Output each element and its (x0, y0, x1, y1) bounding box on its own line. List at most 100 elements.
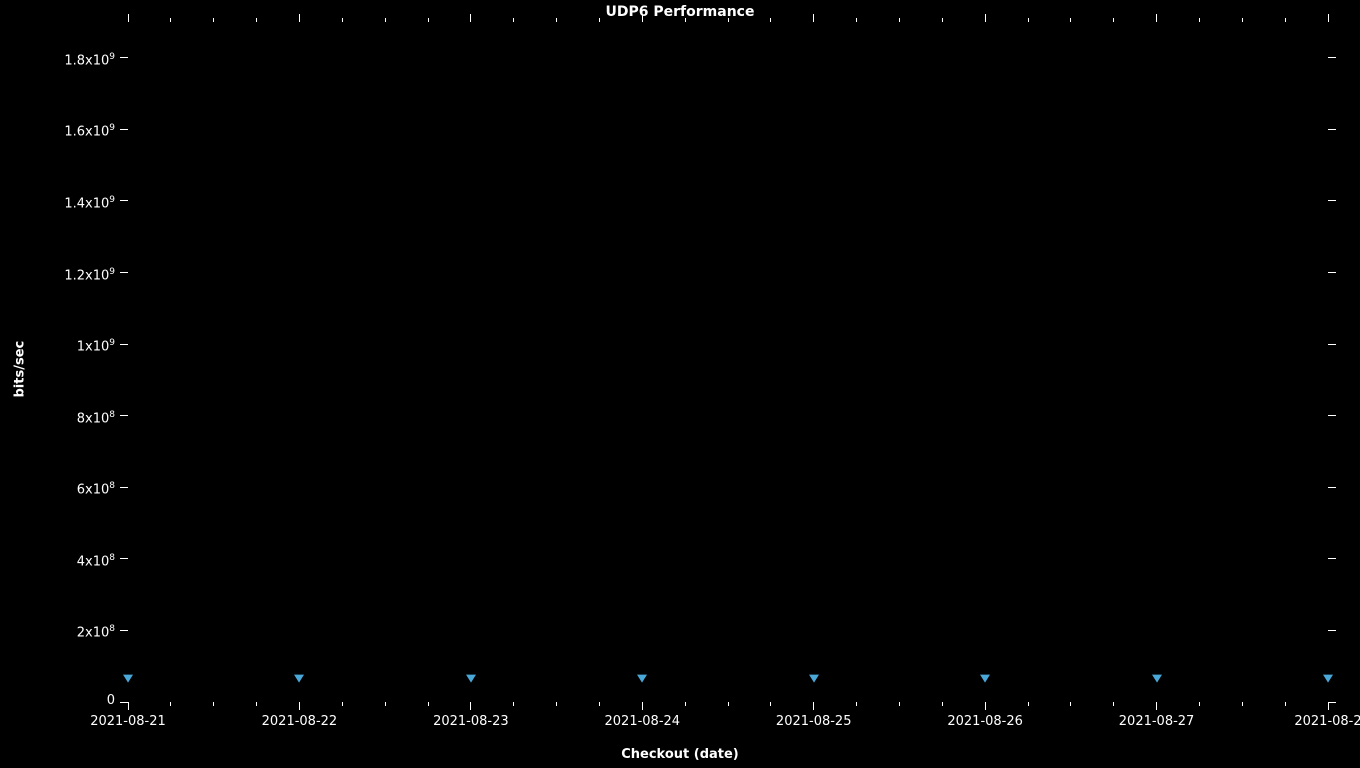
x-minor-tick-top (899, 18, 900, 22)
data-point-marker (466, 675, 476, 683)
x-minor-tick (428, 702, 429, 706)
x-minor-tick (1199, 702, 1200, 706)
x-tick-mark (813, 702, 814, 710)
y-tick-label: 1.4x109 (25, 193, 115, 211)
data-point-marker (980, 675, 990, 683)
x-tick-mark-top (813, 14, 814, 22)
x-minor-tick-top (556, 18, 557, 22)
data-point-marker (1152, 675, 1162, 683)
x-minor-tick (770, 702, 771, 706)
y-tick-label: 6x108 (25, 479, 115, 497)
x-minor-tick-top (770, 18, 771, 22)
y-tick-mark (120, 129, 128, 130)
y-tick-label: 2x108 (25, 622, 115, 640)
data-point-marker (809, 675, 819, 683)
y-tick-mark-right (1328, 415, 1336, 416)
x-tick-mark (1156, 702, 1157, 710)
y-tick-mark (120, 487, 128, 488)
x-tick-mark (128, 702, 129, 710)
y-tick-label: 1.6x109 (25, 121, 115, 139)
x-tick-label: 2021-08-2 (1294, 714, 1360, 729)
y-tick-mark-right (1328, 702, 1336, 703)
x-minor-tick-top (728, 18, 729, 22)
x-minor-tick-top (385, 18, 386, 22)
x-minor-tick (1242, 702, 1243, 706)
x-minor-tick-top (256, 18, 257, 22)
y-tick-mark-right (1328, 272, 1336, 273)
x-minor-tick-top (685, 18, 686, 22)
data-point-marker (123, 675, 133, 683)
x-minor-tick-top (428, 18, 429, 22)
x-tick-mark (985, 702, 986, 710)
x-minor-tick (728, 702, 729, 706)
x-tick-mark (470, 702, 471, 710)
data-point-marker (294, 675, 304, 683)
x-tick-label: 2021-08-26 (947, 714, 1023, 729)
y-tick-mark-right (1328, 344, 1336, 345)
y-tick-mark (120, 57, 128, 58)
y-tick-mark-right (1328, 558, 1336, 559)
x-tick-label: 2021-08-21 (90, 714, 166, 729)
y-tick-mark (120, 415, 128, 416)
y-tick-mark (120, 558, 128, 559)
x-minor-tick-top (1285, 18, 1286, 22)
x-tick-mark (299, 702, 300, 710)
y-tick-mark-right (1328, 630, 1336, 631)
y-axis-label: bits/sec (13, 378, 28, 398)
x-minor-tick (942, 702, 943, 706)
y-tick-mark (120, 630, 128, 631)
x-minor-tick (1113, 702, 1114, 706)
x-minor-tick-top (513, 18, 514, 22)
x-minor-tick (213, 702, 214, 706)
x-tick-label: 2021-08-24 (605, 714, 681, 729)
x-minor-tick (1028, 702, 1029, 706)
x-minor-tick (856, 702, 857, 706)
x-minor-tick (170, 702, 171, 706)
y-tick-mark (120, 344, 128, 345)
x-tick-label: 2021-08-27 (1119, 714, 1195, 729)
x-minor-tick-top (213, 18, 214, 22)
x-tick-mark-top (985, 14, 986, 22)
x-minor-tick-top (1028, 18, 1029, 22)
y-tick-label: 1.2x109 (25, 265, 115, 283)
x-minor-tick-top (1070, 18, 1071, 22)
x-tick-mark (642, 702, 643, 710)
x-minor-tick (599, 702, 600, 706)
y-tick-mark-right (1328, 487, 1336, 488)
x-tick-mark-top (1156, 14, 1157, 22)
data-point-marker (1323, 675, 1333, 683)
y-tick-label: 0 (25, 694, 115, 708)
y-tick-label: 4x108 (25, 551, 115, 569)
x-minor-tick-top (942, 18, 943, 22)
x-tick-mark-top (128, 14, 129, 22)
x-axis-label: Checkout (date) (0, 747, 1360, 762)
x-minor-tick (256, 702, 257, 706)
x-minor-tick (899, 702, 900, 706)
y-tick-mark-right (1328, 200, 1336, 201)
x-tick-mark-top (299, 14, 300, 22)
y-tick-label: 8x108 (25, 408, 115, 426)
x-minor-tick (1070, 702, 1071, 706)
x-minor-tick-top (342, 18, 343, 22)
x-tick-label: 2021-08-22 (262, 714, 338, 729)
data-point-marker (637, 675, 647, 683)
chart-container: UDP6 Performance bits/sec Checkout (date… (0, 0, 1360, 768)
x-tick-mark-top (642, 14, 643, 22)
y-tick-label: 1x109 (25, 336, 115, 354)
x-minor-tick (385, 702, 386, 706)
x-minor-tick (513, 702, 514, 706)
y-tick-mark (120, 200, 128, 201)
y-tick-mark (120, 272, 128, 273)
x-tick-mark-top (1328, 14, 1329, 22)
x-minor-tick-top (1242, 18, 1243, 22)
y-tick-mark-right (1328, 57, 1336, 58)
x-tick-label: 2021-08-23 (433, 714, 509, 729)
y-tick-mark-right (1328, 129, 1336, 130)
x-minor-tick (1285, 702, 1286, 706)
y-tick-label: 1.8x109 (25, 50, 115, 68)
x-minor-tick (342, 702, 343, 706)
x-minor-tick-top (1199, 18, 1200, 22)
x-minor-tick-top (170, 18, 171, 22)
x-minor-tick-top (1113, 18, 1114, 22)
x-tick-mark-top (470, 14, 471, 22)
